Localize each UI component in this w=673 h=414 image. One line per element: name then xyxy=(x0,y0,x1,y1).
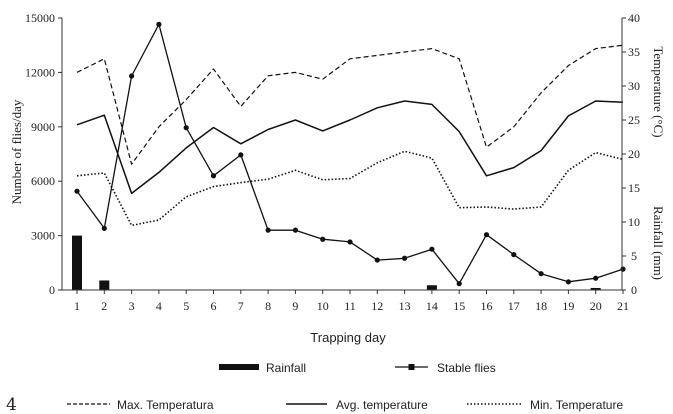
legend-swatch-rainfall xyxy=(219,364,259,370)
point-stable-flies-16 xyxy=(483,232,490,238)
legend-label-avg-temp: Avg. temperature xyxy=(336,398,428,412)
chart-axes xyxy=(61,18,623,291)
point-stable-flies-10 xyxy=(320,236,326,242)
x-tick-label: 12 xyxy=(371,299,383,313)
point-stable-flies-20 xyxy=(593,275,599,281)
point-stable-flies-14 xyxy=(429,246,435,252)
bar-rainfall-20 xyxy=(590,287,601,290)
x-tick-label: 17 xyxy=(508,299,520,313)
rainfall-bars xyxy=(72,235,601,290)
y-left-tick-label: 6000 xyxy=(31,174,55,188)
x-tick-label: 14 xyxy=(426,299,438,313)
point-stable-flies-9 xyxy=(292,227,298,233)
x-tick-label: 9 xyxy=(292,299,298,313)
point-stable-flies-1 xyxy=(74,188,80,194)
x-axis-title: Trapping day xyxy=(310,330,386,345)
y-left-tick-label: 9000 xyxy=(31,120,55,134)
y-axis-right-top-title: Temperature (°C) xyxy=(651,46,666,137)
legend-label-rainfall: Rainfall xyxy=(266,361,306,375)
y-axis-right-bottom-title: Rainfall (mm) xyxy=(651,206,666,280)
x-tick-label: 16 xyxy=(481,299,493,313)
point-stable-flies-12 xyxy=(374,257,380,263)
point-stable-flies-21 xyxy=(620,266,626,272)
y-right-tick-label: 20 xyxy=(628,147,640,161)
y-left-tick-label: 0 xyxy=(49,283,55,297)
point-stable-flies-6 xyxy=(210,173,217,179)
legend-label-stable-flies: Stable flies xyxy=(437,361,496,375)
y-right-tick-label: 15 xyxy=(628,181,640,195)
point-stable-flies-3 xyxy=(129,73,135,79)
y-right-tick-label: 40 xyxy=(628,11,640,25)
panel-label: 4 xyxy=(6,395,17,414)
bar-rainfall-14 xyxy=(426,285,437,290)
x-tick-label: 11 xyxy=(344,299,356,313)
legend-marker-stable-flies xyxy=(408,364,415,370)
y-left-tick-label: 15000 xyxy=(25,11,55,25)
point-stable-flies-5 xyxy=(183,125,189,131)
y-right-tick-label: 35 xyxy=(628,45,640,59)
x-tick-label: 19 xyxy=(562,299,574,313)
point-stable-flies-19 xyxy=(565,279,572,285)
series-lines xyxy=(74,21,626,287)
x-tick-label: 10 xyxy=(317,299,329,313)
x-tick-label: 7 xyxy=(238,299,244,313)
tick-labels: 0300060009000120001500005101520253035401… xyxy=(25,11,640,313)
chart-legend: Rainfall Stable flies Max. Temperatura A… xyxy=(67,361,623,412)
legend-label-max-temp: Max. Temperatura xyxy=(117,398,214,412)
x-tick-label: 4 xyxy=(156,299,162,313)
point-stable-flies-13 xyxy=(402,255,408,261)
point-stable-flies-4 xyxy=(156,21,162,27)
point-stable-flies-17 xyxy=(511,252,517,258)
point-stable-flies-7 xyxy=(238,152,244,158)
legend-label-min-temp: Min. Temperature xyxy=(530,398,623,412)
x-tick-label: 8 xyxy=(265,299,271,313)
point-stable-flies-18 xyxy=(538,271,544,277)
x-tick-label: 18 xyxy=(535,299,547,313)
y-axis-left-title: Number of flies/day xyxy=(9,99,24,204)
point-stable-flies-8 xyxy=(265,227,271,233)
line-stable-flies xyxy=(76,23,624,285)
x-tick-label: 3 xyxy=(129,299,135,313)
line-max-temperatura xyxy=(76,44,624,165)
y-right-tick-label: 0 xyxy=(631,283,637,297)
x-tick-label: 1 xyxy=(74,299,80,313)
x-tick-label: 15 xyxy=(453,299,465,313)
y-right-tick-label: 25 xyxy=(628,113,640,127)
bar-rainfall-1 xyxy=(72,235,82,290)
bar-rainfall-2 xyxy=(99,280,110,290)
y-right-tick-label: 30 xyxy=(628,79,640,93)
x-tick-label: 13 xyxy=(399,299,411,313)
line-avg-temperature xyxy=(76,100,624,195)
y-right-tick-label: 10 xyxy=(628,215,640,229)
x-tick-label: 2 xyxy=(101,299,107,313)
x-tick-label: 21 xyxy=(617,299,629,313)
y-left-tick-label: 3000 xyxy=(31,229,55,243)
y-right-tick-label: 5 xyxy=(631,249,637,263)
point-stable-flies-2 xyxy=(101,225,107,231)
x-tick-label: 6 xyxy=(211,299,217,313)
x-tick-label: 20 xyxy=(590,299,602,313)
x-tick-label: 5 xyxy=(183,299,189,313)
point-stable-flies-11 xyxy=(347,239,353,245)
line-min-temperature xyxy=(76,150,624,227)
y-left-tick-label: 12000 xyxy=(25,65,55,79)
point-stable-flies-15 xyxy=(456,281,462,287)
